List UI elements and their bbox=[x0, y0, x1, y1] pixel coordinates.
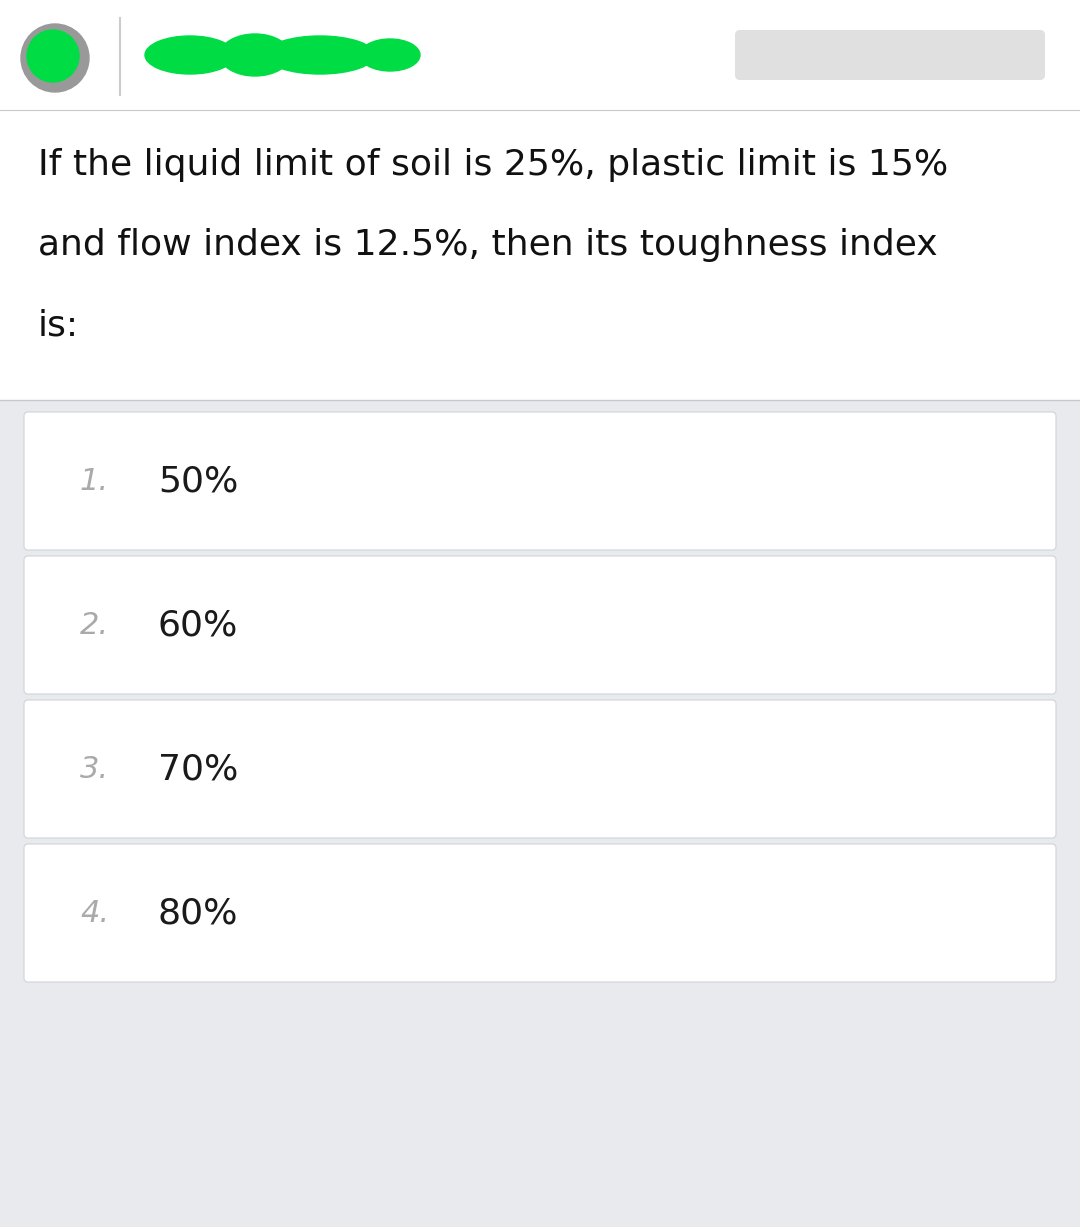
Text: If the liquid limit of soil is 25%, plastic limit is 15%: If the liquid limit of soil is 25%, plas… bbox=[38, 148, 948, 182]
Text: 80%: 80% bbox=[158, 896, 239, 930]
Bar bbox=[0, 0, 1080, 110]
Text: 70%: 70% bbox=[158, 752, 239, 787]
Text: 2.: 2. bbox=[80, 611, 109, 639]
FancyBboxPatch shape bbox=[24, 412, 1056, 550]
Text: 4.: 4. bbox=[80, 898, 109, 928]
FancyBboxPatch shape bbox=[24, 699, 1056, 838]
Circle shape bbox=[27, 29, 79, 82]
Text: 60%: 60% bbox=[158, 609, 239, 642]
Text: 1.: 1. bbox=[80, 466, 109, 496]
Text: and flow index is 12.5%, then its toughness index: and flow index is 12.5%, then its toughn… bbox=[38, 228, 937, 263]
Ellipse shape bbox=[265, 36, 375, 74]
FancyBboxPatch shape bbox=[24, 556, 1056, 694]
Ellipse shape bbox=[360, 39, 420, 71]
FancyBboxPatch shape bbox=[24, 844, 1056, 982]
Text: 3.: 3. bbox=[80, 755, 109, 784]
Text: is:: is: bbox=[38, 308, 79, 342]
Circle shape bbox=[21, 25, 89, 92]
FancyBboxPatch shape bbox=[735, 29, 1045, 80]
Text: 50%: 50% bbox=[158, 464, 239, 498]
Ellipse shape bbox=[220, 34, 291, 76]
Bar bbox=[0, 110, 1080, 400]
Ellipse shape bbox=[145, 36, 235, 74]
